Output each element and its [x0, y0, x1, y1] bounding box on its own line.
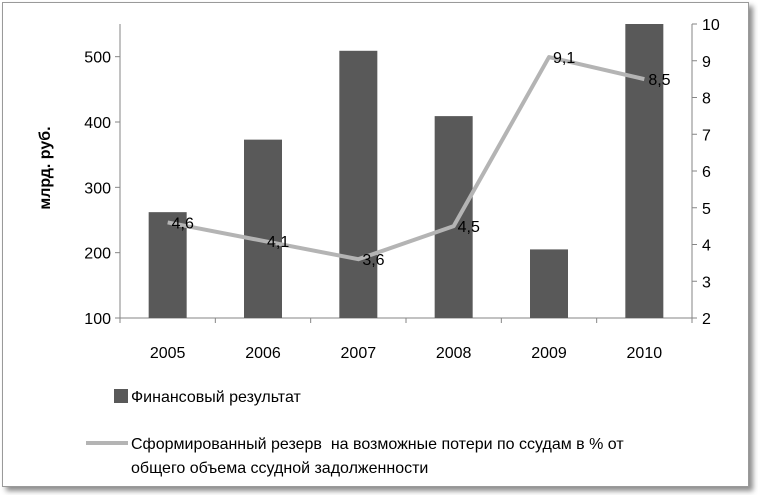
y-tick-label: 400: [84, 115, 111, 132]
legend-label-line: Сформированный резерв на возможные потер…: [131, 436, 624, 453]
y2-tick-label: 8: [702, 91, 711, 108]
y-tick-label: 200: [84, 246, 111, 263]
line-data-label: 9,1: [553, 50, 575, 67]
bar: [434, 116, 473, 319]
y-tick-label: 300: [84, 180, 111, 197]
x-tick-label: 2008: [436, 345, 472, 362]
y2-tick-label: 4: [702, 238, 711, 255]
y2-tick-label: 2: [702, 311, 711, 328]
line-data-label: 4,6: [172, 215, 194, 232]
line-data-label: 8,5: [648, 72, 670, 89]
bar: [339, 50, 378, 318]
y2-tick-label: 3: [702, 274, 711, 291]
y2-tick-label: 5: [702, 201, 711, 218]
line-data-label: 4,5: [458, 219, 480, 236]
y2-tick-label: 9: [702, 54, 711, 71]
y2-tick-label: 10: [702, 17, 720, 34]
x-tick-label: 2005: [150, 345, 186, 362]
bar: [148, 212, 187, 318]
legend-swatch-bars: [114, 389, 128, 403]
x-tick-label: 2006: [245, 345, 281, 362]
legend: Финансовый результат Сформированный резер…: [86, 389, 624, 477]
line-series: [167, 55, 645, 262]
line-data-label: 4,1: [267, 234, 289, 251]
y2-tick-label: 6: [702, 164, 711, 181]
bar: [244, 139, 282, 318]
bar: [530, 249, 568, 318]
plot-area: 100 200 300 400 500 2 3 4 5 6 7 8 9 10 2005 2006 2007 200…: [84, 17, 720, 362]
y-tick-label: 100: [84, 311, 111, 328]
bar: [625, 24, 664, 318]
legend-label-line: общего объема ссудной задолженности: [131, 460, 428, 477]
legend-label-bars: Финансовый результат: [131, 389, 302, 406]
x-tick-label: 2010: [627, 345, 663, 362]
x-tick-label: 2009: [531, 345, 567, 362]
line-data-label: 3,6: [362, 252, 384, 269]
y-axis-title: млрд. руб.: [37, 126, 54, 209]
y-tick-label: 500: [84, 50, 111, 67]
y2-tick-label: 7: [702, 127, 711, 144]
x-tick-label: 2007: [341, 345, 377, 362]
